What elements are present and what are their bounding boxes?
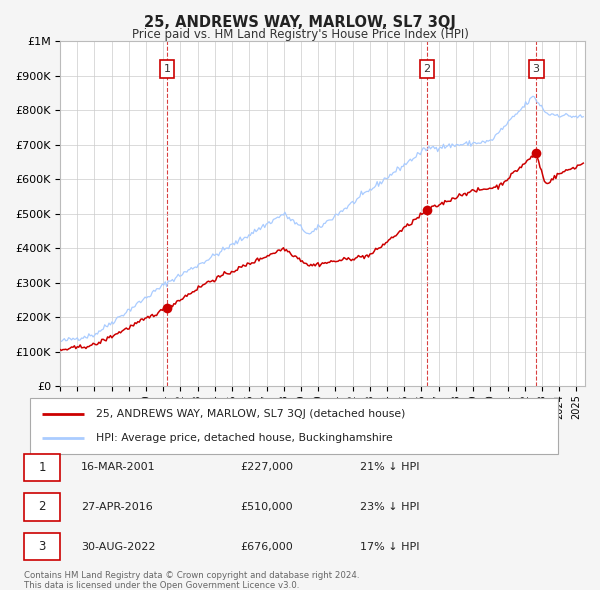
Text: £227,000: £227,000 (240, 463, 293, 473)
Text: 21% ↓ HPI: 21% ↓ HPI (360, 463, 419, 473)
Text: 17% ↓ HPI: 17% ↓ HPI (360, 542, 419, 552)
Text: £510,000: £510,000 (240, 502, 293, 512)
Text: Price paid vs. HM Land Registry's House Price Index (HPI): Price paid vs. HM Land Registry's House … (131, 28, 469, 41)
Text: 2: 2 (38, 500, 46, 513)
Text: 27-APR-2016: 27-APR-2016 (81, 502, 153, 512)
Text: 16-MAR-2001: 16-MAR-2001 (81, 463, 155, 473)
FancyBboxPatch shape (24, 493, 60, 521)
Text: 25, ANDREWS WAY, MARLOW, SL7 3QJ (detached house): 25, ANDREWS WAY, MARLOW, SL7 3QJ (detach… (96, 409, 406, 419)
Text: 30-AUG-2022: 30-AUG-2022 (81, 542, 155, 552)
Text: 3: 3 (38, 540, 46, 553)
Text: 1: 1 (163, 64, 170, 74)
Text: £676,000: £676,000 (240, 542, 293, 552)
Text: HPI: Average price, detached house, Buckinghamshire: HPI: Average price, detached house, Buck… (96, 433, 393, 443)
Text: This data is licensed under the Open Government Licence v3.0.: This data is licensed under the Open Gov… (24, 581, 299, 589)
Text: 3: 3 (533, 64, 539, 74)
Text: 1: 1 (38, 461, 46, 474)
Text: 23% ↓ HPI: 23% ↓ HPI (360, 502, 419, 512)
FancyBboxPatch shape (30, 398, 558, 454)
FancyBboxPatch shape (24, 533, 60, 560)
Text: Contains HM Land Registry data © Crown copyright and database right 2024.: Contains HM Land Registry data © Crown c… (24, 571, 359, 580)
Text: 25, ANDREWS WAY, MARLOW, SL7 3QJ: 25, ANDREWS WAY, MARLOW, SL7 3QJ (144, 15, 456, 30)
FancyBboxPatch shape (24, 454, 60, 481)
Text: 2: 2 (424, 64, 431, 74)
